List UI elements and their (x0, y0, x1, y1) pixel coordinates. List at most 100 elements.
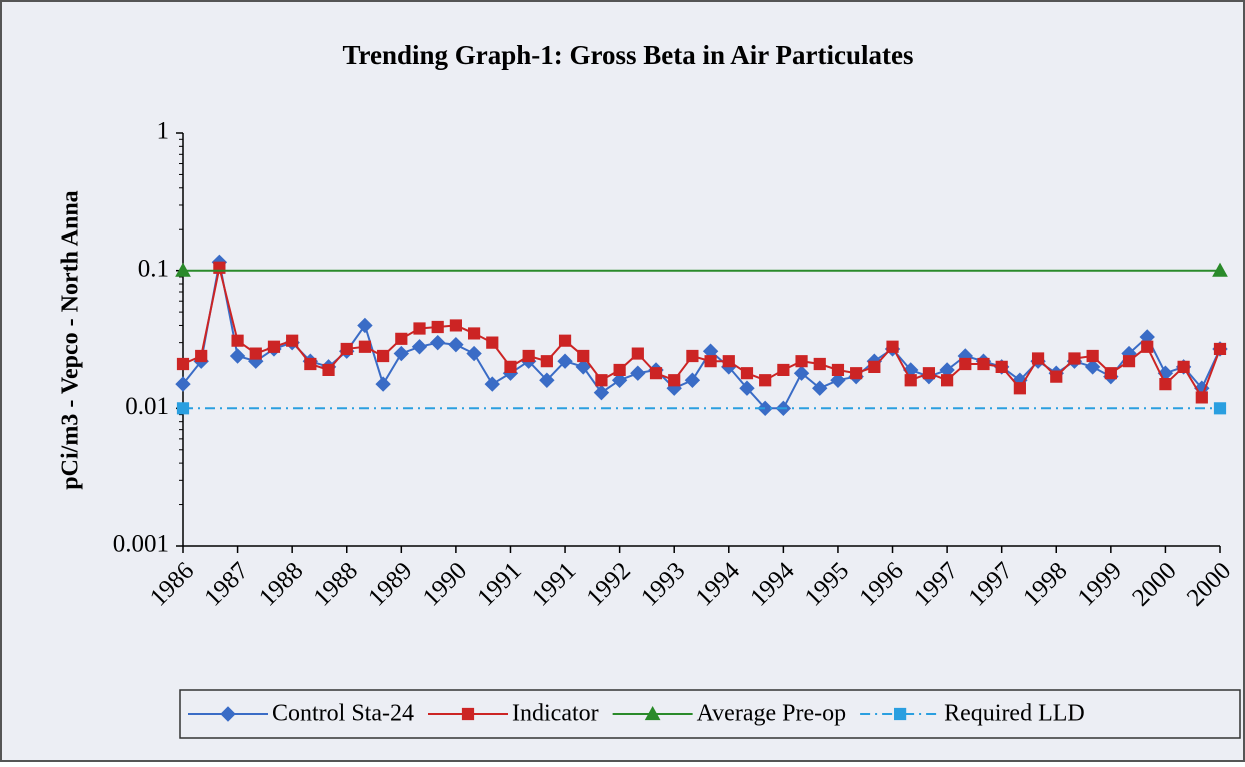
legend-box (179, 689, 1241, 739)
data-point (941, 374, 954, 387)
y-tick-label: 0.1 (138, 255, 169, 282)
data-point (593, 384, 610, 401)
data-point (484, 376, 500, 392)
data-point (740, 367, 754, 380)
data-point (1195, 391, 1208, 404)
data-point (1068, 352, 1081, 365)
data-point (704, 355, 717, 368)
data-point (686, 349, 699, 363)
legend-marker (461, 707, 475, 721)
data-point (777, 363, 790, 377)
data-point (322, 363, 335, 377)
data-point (668, 374, 681, 387)
series-line (182, 267, 1221, 400)
data-point (1177, 360, 1190, 373)
data-point (1084, 359, 1101, 375)
data-point (393, 345, 410, 362)
data-point (611, 372, 628, 388)
data-point (575, 359, 591, 375)
data-point (759, 374, 772, 387)
data-point (231, 334, 244, 347)
data-point (429, 334, 446, 351)
data-point (830, 372, 846, 388)
data-point (850, 367, 863, 380)
data-point (1213, 342, 1227, 356)
data-point (540, 355, 553, 368)
data-point (176, 357, 190, 371)
data-point (249, 347, 262, 360)
legend-label: Average Pre-op (697, 701, 846, 727)
data-point (1212, 262, 1228, 277)
y-tick-label: 0.01 (125, 393, 169, 420)
data-point (959, 357, 972, 371)
data-point (176, 402, 190, 415)
data-point (722, 355, 735, 368)
data-point (558, 334, 572, 347)
legend-label: Required LLD (944, 701, 1085, 727)
data-point (557, 353, 573, 369)
data-point (812, 380, 828, 396)
data-point (1050, 370, 1063, 383)
legend-marker (894, 707, 907, 721)
data-point (1141, 340, 1154, 353)
data-point (631, 347, 644, 360)
data-point (175, 376, 191, 392)
data-point (304, 357, 317, 371)
data-point (1086, 349, 1099, 363)
data-point (922, 367, 936, 380)
data-point (793, 365, 810, 381)
data-point (375, 376, 391, 392)
data-point (357, 317, 373, 334)
data-point (175, 262, 191, 277)
data-point (1013, 382, 1026, 395)
data-point (831, 363, 845, 377)
data-point (1031, 352, 1045, 365)
data-point (195, 349, 208, 363)
legend-label: Indicator (512, 701, 599, 727)
data-point (577, 349, 590, 363)
data-point (377, 349, 390, 363)
legend-label: Control Sta-24 (272, 701, 414, 727)
data-point (449, 319, 462, 332)
data-point (340, 342, 353, 356)
data-point (358, 340, 372, 353)
data-point (977, 357, 990, 371)
data-point (448, 336, 464, 353)
data-point (813, 357, 826, 371)
data-point (904, 374, 917, 387)
data-point (431, 320, 444, 334)
data-point (1122, 355, 1136, 368)
data-point (1104, 367, 1117, 380)
data-point (467, 327, 481, 340)
data-point (486, 336, 499, 349)
data-point (757, 400, 773, 417)
y-tick-label: 1 (157, 118, 170, 145)
data-point (395, 332, 408, 345)
data-point (649, 367, 663, 380)
data-point (466, 345, 482, 362)
data-point (868, 360, 881, 373)
data-point (630, 365, 646, 381)
data-point (413, 322, 426, 335)
data-point (684, 372, 701, 388)
legend-marker (644, 705, 661, 721)
data-point (286, 334, 299, 347)
data-point (995, 360, 1008, 373)
data-point (795, 355, 808, 368)
data-point (229, 348, 246, 364)
data-point (522, 349, 535, 363)
y-axis-label: pCi/m3 - Vepco - North Anna (58, 190, 84, 489)
data-point (539, 372, 555, 388)
data-point (595, 374, 608, 387)
data-point (1159, 377, 1172, 391)
data-point (411, 339, 428, 355)
data-point (504, 360, 517, 373)
legend-marker (220, 706, 236, 722)
data-point (613, 363, 626, 377)
data-point (886, 340, 899, 353)
data-point (739, 380, 755, 396)
data-point (267, 340, 281, 353)
chart-title: Trending Graph-1: Gross Beta in Air Part… (342, 40, 913, 70)
data-point (1213, 402, 1227, 415)
